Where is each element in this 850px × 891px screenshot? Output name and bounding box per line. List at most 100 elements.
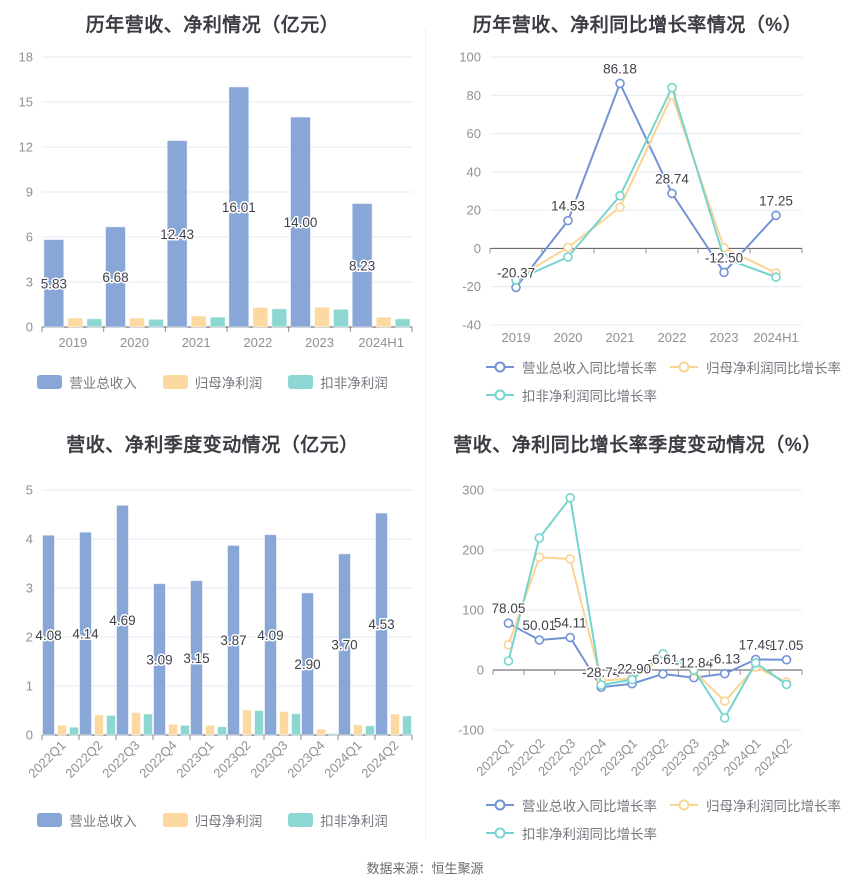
legend-bar-swatch-icon [288, 375, 314, 389]
legend-label: 归母净利润 [194, 376, 263, 391]
annual-performance-legend: 营业总收入 归母净利润 扣非净利润 [0, 372, 425, 392]
legend-label: 营业总收入同比增长率 [522, 799, 657, 814]
legend-item-revenue[interactable]: 营业总收入 [37, 810, 137, 830]
legend-label: 归母净利润 [194, 814, 263, 829]
svg-text:14.53: 14.53 [551, 199, 585, 214]
svg-text:5: 5 [26, 483, 33, 498]
svg-text:4.14: 4.14 [72, 627, 99, 642]
legend-label: 扣非净利润 [320, 814, 388, 829]
svg-text:2022: 2022 [658, 330, 687, 345]
svg-text:16.01: 16.01 [222, 200, 256, 215]
svg-text:4.69: 4.69 [109, 613, 135, 628]
legend-label: 营业总收入 [69, 814, 137, 829]
svg-text:2023: 2023 [305, 335, 334, 350]
legend-label: 营业总收入同比增长率 [522, 361, 657, 376]
svg-text:100: 100 [462, 603, 484, 618]
svg-text:20: 20 [467, 203, 481, 218]
legend-bar-swatch-icon [162, 813, 188, 827]
data-source-note: 数据来源：恒生聚源 [366, 861, 484, 876]
svg-text:100: 100 [459, 50, 481, 65]
chart-title-annual-performance: 历年营收、净利情况（亿元） [85, 15, 340, 36]
svg-text:4.09: 4.09 [257, 628, 283, 643]
svg-text:3: 3 [26, 275, 33, 290]
svg-text:3: 3 [26, 581, 33, 596]
svg-text:3.09: 3.09 [146, 652, 172, 667]
panel-annual-performance: 历年营收、净利情况（亿元） 0 3 6 9 12 15 18 2019 2020 2021 2022… [0, 0, 425, 420]
svg-text:2023Q4: 2023Q4 [284, 738, 327, 781]
svg-text:2020: 2020 [554, 330, 583, 345]
svg-text:17.05: 17.05 [770, 638, 804, 653]
legend-label: 扣非净利润同比增长率 [522, 389, 657, 404]
legend-item-revenue[interactable]: 营业总收入 [37, 372, 137, 392]
svg-text:2024Q2: 2024Q2 [358, 738, 401, 781]
svg-text:6.68: 6.68 [102, 270, 128, 285]
legend-item-net-profit-yoy[interactable]: 归母净利润同比增长率 [669, 357, 841, 377]
legend-item-revenue-yoy[interactable]: 营业总收入同比增长率 [485, 357, 657, 377]
svg-text:2020: 2020 [120, 335, 149, 350]
chart-title-annual-growth: 历年营收、净利同比增长率情况（%） [472, 15, 803, 36]
svg-text:6: 6 [26, 230, 33, 245]
legend-item-net-profit[interactable]: 归母净利润 [162, 372, 263, 392]
svg-text:2021: 2021 [606, 330, 635, 345]
legend-item-revenue-yoy[interactable]: 营业总收入同比增长率 [485, 795, 657, 815]
svg-text:-6.13: -6.13 [709, 652, 740, 667]
legend-label: 归母净利润同比增长率 [706, 799, 841, 814]
svg-text:4: 4 [26, 532, 33, 547]
legend-line-swatch-icon [486, 799, 514, 811]
svg-text:54.11: 54.11 [554, 616, 587, 631]
svg-text:9: 9 [26, 185, 33, 200]
column-divider [425, 28, 426, 840]
svg-text:2019: 2019 [58, 335, 87, 350]
legend-item-deducted-net-profit[interactable]: 扣非净利润 [288, 810, 388, 830]
svg-text:-20.37: -20.37 [497, 265, 535, 280]
svg-text:2024H1: 2024H1 [358, 335, 404, 350]
svg-text:18: 18 [19, 50, 33, 65]
svg-text:-12.84: -12.84 [675, 656, 714, 671]
legend-line-swatch-icon [486, 389, 514, 401]
svg-text:2023Q2: 2023Q2 [210, 738, 253, 781]
svg-text:-6.61: -6.61 [648, 652, 679, 667]
chart-title-quarterly-growth: 营收、净利同比增长率季度变动情况（%） [453, 435, 822, 456]
svg-text:12.43: 12.43 [160, 227, 194, 242]
annual-growth-legend: 营业总收入同比增长率 归母净利润同比增长率 扣非净利润同比增长率 [485, 357, 841, 405]
svg-text:60: 60 [467, 126, 481, 141]
svg-text:5.83: 5.83 [41, 276, 67, 291]
svg-text:50.01: 50.01 [522, 618, 556, 633]
chart-title-quarterly-performance: 营收、净利季度变动情况（亿元） [66, 435, 359, 456]
svg-text:2022Q2: 2022Q2 [62, 738, 105, 781]
panel-quarterly-performance: 营收、净利季度变动情况（亿元） 0 1 2 3 4 5 2022Q1 2022Q2 2022Q3… [0, 420, 425, 855]
svg-text:200: 200 [462, 543, 484, 558]
svg-text:2.90: 2.90 [294, 657, 320, 672]
svg-text:0: 0 [477, 663, 484, 678]
svg-text:3.70: 3.70 [331, 637, 357, 652]
quarterly-growth-line-chart: -10001002003002022Q12022Q22022Q32022Q420… [458, 483, 805, 779]
svg-text:2023: 2023 [710, 330, 739, 345]
svg-text:12: 12 [19, 140, 33, 155]
legend-bar-swatch-icon [37, 813, 63, 827]
legend-item-deducted-net-profit-yoy[interactable]: 扣非净利润同比增长率 [485, 385, 657, 405]
legend-bar-swatch-icon [162, 375, 188, 389]
svg-text:0: 0 [26, 728, 33, 743]
legend-item-net-profit-yoy[interactable]: 归母净利润同比增长率 [669, 795, 841, 815]
svg-text:-20: -20 [462, 279, 481, 294]
svg-text:86.18: 86.18 [603, 61, 637, 76]
quarterly-performance-legend: 营业总收入 归母净利润 扣非净利润 [0, 810, 425, 830]
svg-text:80: 80 [467, 88, 481, 103]
svg-text:40: 40 [467, 164, 481, 179]
legend-item-net-profit[interactable]: 归母净利润 [162, 810, 263, 830]
legend-bar-swatch-icon [288, 813, 314, 827]
legend-item-deducted-net-profit[interactable]: 扣非净利润 [288, 372, 388, 392]
svg-text:-12.50: -12.50 [705, 250, 743, 265]
svg-text:4.53: 4.53 [368, 617, 394, 632]
svg-text:2023Q3: 2023Q3 [247, 738, 290, 781]
svg-text:8.23: 8.23 [349, 258, 375, 273]
svg-text:2021: 2021 [182, 335, 211, 350]
svg-text:2024H1: 2024H1 [753, 330, 799, 345]
svg-text:2: 2 [26, 630, 33, 645]
legend-line-swatch-icon [670, 361, 698, 373]
svg-text:2022Q4: 2022Q4 [136, 738, 179, 781]
svg-text:28.74: 28.74 [655, 171, 689, 186]
legend-item-deducted-net-profit-yoy[interactable]: 扣非净利润同比增长率 [485, 823, 657, 843]
svg-text:-28.74: -28.74 [582, 665, 621, 680]
